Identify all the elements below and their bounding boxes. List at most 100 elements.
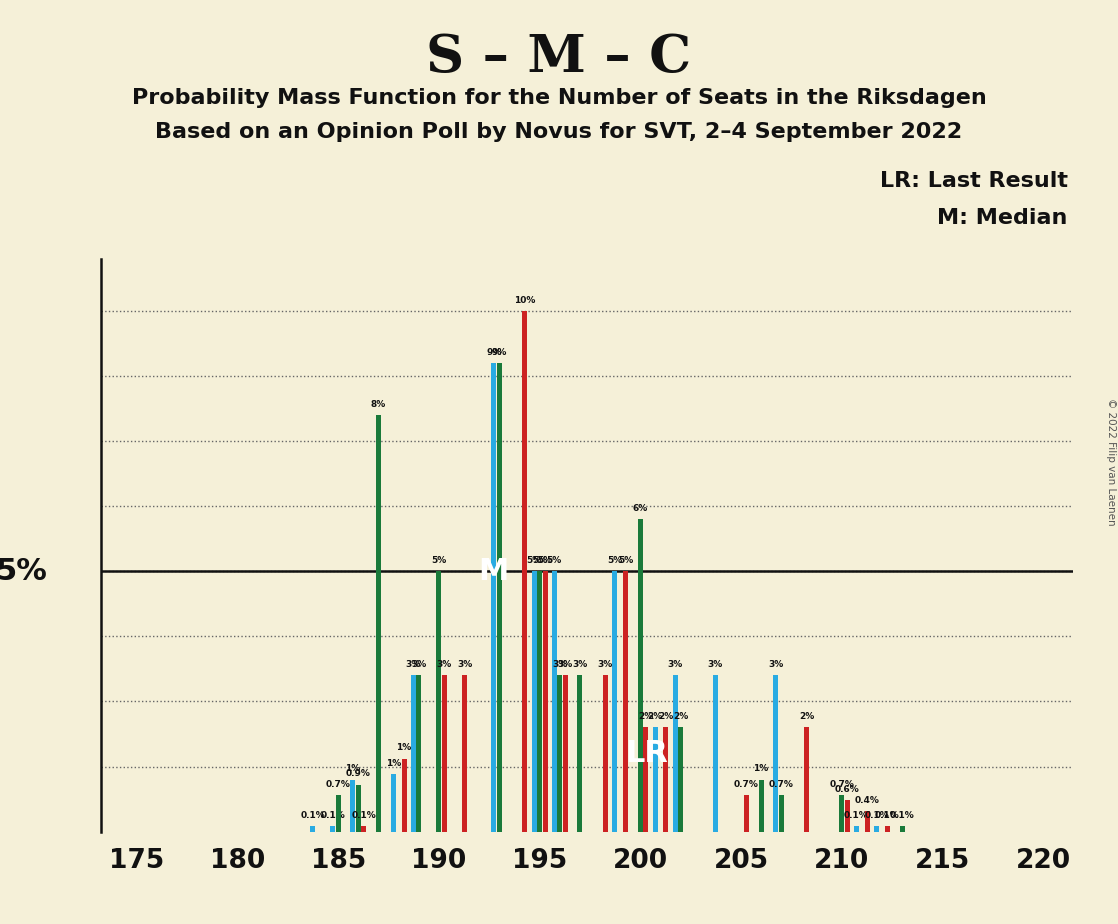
Text: 0.4%: 0.4% [855, 796, 880, 805]
Text: 2%: 2% [799, 712, 815, 722]
Text: 3%: 3% [598, 660, 613, 669]
Text: 3%: 3% [406, 660, 421, 669]
Bar [350, 780, 356, 832]
Text: 5%: 5% [532, 556, 547, 565]
Text: 2%: 2% [673, 712, 689, 722]
Text: 3%: 3% [457, 660, 472, 669]
Text: 3%: 3% [572, 660, 588, 669]
Text: 1%: 1% [754, 764, 769, 773]
Text: 5%: 5% [618, 556, 633, 565]
Bar [577, 675, 582, 832]
Bar [496, 363, 502, 832]
Bar [492, 363, 496, 832]
Bar [330, 826, 335, 832]
Bar [679, 727, 683, 832]
Text: 0.7%: 0.7% [325, 780, 351, 789]
Text: LR: LR [625, 739, 669, 768]
Text: 1%: 1% [397, 744, 411, 752]
Bar [442, 675, 447, 832]
Bar [310, 826, 315, 832]
Bar [416, 675, 421, 832]
Bar [844, 800, 850, 832]
Text: Based on an Opinion Poll by Novus for SVT, 2–4 September 2022: Based on an Opinion Poll by Novus for SV… [155, 122, 963, 142]
Text: LR: Last Result: LR: Last Result [880, 171, 1068, 191]
Bar [562, 675, 568, 832]
Text: 10%: 10% [514, 296, 536, 305]
Text: 0.1%: 0.1% [864, 811, 889, 821]
Text: 2%: 2% [659, 712, 673, 722]
Text: 0.1%: 0.1% [875, 811, 900, 821]
Bar [713, 675, 718, 832]
Bar [643, 727, 648, 832]
Text: 8%: 8% [371, 400, 386, 408]
Bar [376, 415, 381, 832]
Bar [613, 571, 617, 832]
Bar [885, 826, 890, 832]
Text: 5%: 5% [432, 556, 446, 565]
Text: 3%: 3% [768, 660, 784, 669]
Bar [653, 727, 657, 832]
Bar [532, 571, 537, 832]
Text: 1%: 1% [345, 764, 361, 773]
Bar [390, 774, 396, 832]
Text: Probability Mass Function for the Number of Seats in the Riksdagen: Probability Mass Function for the Number… [132, 88, 986, 108]
Text: M: M [479, 556, 509, 586]
Bar [356, 784, 361, 832]
Bar [779, 796, 784, 832]
Text: 9%: 9% [486, 347, 502, 357]
Bar [462, 675, 467, 832]
Text: 5%: 5% [527, 556, 542, 565]
Bar [804, 727, 809, 832]
Text: 0.1%: 0.1% [321, 811, 345, 821]
Text: 5%: 5% [0, 556, 47, 586]
Bar [410, 675, 416, 832]
Text: M: Median: M: Median [937, 208, 1068, 228]
Text: 3%: 3% [667, 660, 683, 669]
Bar [864, 810, 870, 832]
Bar [774, 675, 778, 832]
Text: 3%: 3% [437, 660, 452, 669]
Text: 5%: 5% [538, 556, 552, 565]
Text: 5%: 5% [547, 556, 562, 565]
Bar [401, 759, 407, 832]
Text: 3%: 3% [411, 660, 426, 669]
Text: 0.1%: 0.1% [844, 811, 869, 821]
Bar [840, 796, 844, 832]
Bar [743, 796, 749, 832]
Bar [663, 727, 669, 832]
Bar [361, 826, 367, 832]
Bar [522, 310, 528, 832]
Text: 3%: 3% [708, 660, 723, 669]
Text: 0.1%: 0.1% [890, 811, 915, 821]
Text: 0.7%: 0.7% [769, 780, 794, 789]
Text: 2%: 2% [647, 712, 663, 722]
Text: 9%: 9% [492, 347, 508, 357]
Text: 1%: 1% [386, 759, 401, 768]
Bar [637, 519, 643, 832]
Text: 3%: 3% [552, 660, 568, 669]
Bar [542, 571, 548, 832]
Bar [623, 571, 628, 832]
Bar [603, 675, 608, 832]
Bar [874, 826, 879, 832]
Text: 2%: 2% [638, 712, 653, 722]
Bar [557, 675, 562, 832]
Bar [436, 571, 442, 832]
Text: 0.7%: 0.7% [830, 780, 854, 789]
Bar [854, 826, 859, 832]
Bar [537, 571, 542, 832]
Text: S – M – C: S – M – C [426, 32, 692, 83]
Text: 5%: 5% [607, 556, 623, 565]
Text: 0.1%: 0.1% [351, 811, 376, 821]
Text: 3%: 3% [558, 660, 572, 669]
Text: 6%: 6% [633, 504, 648, 513]
Text: 0.6%: 0.6% [835, 785, 860, 794]
Bar [552, 571, 557, 832]
Bar [900, 826, 904, 832]
Bar [673, 675, 678, 832]
Bar [335, 796, 341, 832]
Bar [759, 780, 764, 832]
Text: 0.9%: 0.9% [345, 770, 371, 779]
Text: 0.7%: 0.7% [735, 780, 759, 789]
Text: 0.1%: 0.1% [301, 811, 325, 821]
